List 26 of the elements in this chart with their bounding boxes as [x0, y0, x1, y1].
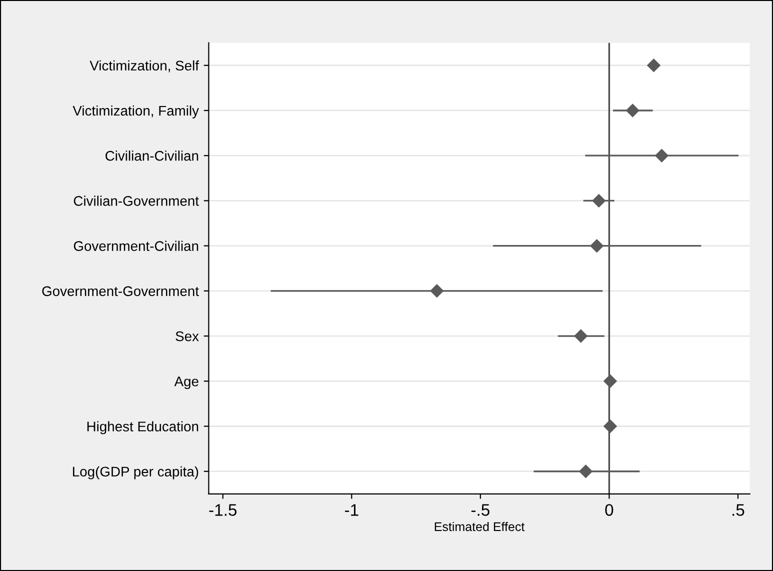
y-tick-label: Age — [174, 376, 198, 390]
x-tick-label: 0 — [605, 504, 614, 516]
y-tick-label: Sex — [176, 331, 199, 342]
y-tick-label: Highest Education — [87, 421, 198, 434]
point — [604, 374, 617, 388]
y-tick-label: Victimization, Self — [90, 60, 200, 72]
y-tick-label: Log(GDP per capita) — [73, 466, 198, 480]
point — [604, 420, 617, 433]
y-tick-label: Government-Government — [42, 286, 199, 296]
point — [574, 329, 588, 343]
x-tick-label: -1 — [344, 504, 358, 516]
y-tick-label: Victimization, Family — [72, 105, 199, 118]
point — [655, 149, 668, 162]
x-axis-title: Estimated Effect — [434, 522, 525, 532]
point — [430, 284, 444, 298]
point — [647, 58, 660, 72]
point — [592, 194, 606, 208]
y-tick-label: Civilian-Civilian — [106, 150, 198, 161]
point — [626, 104, 640, 118]
y-tick-label: Civilian-Government — [74, 196, 199, 206]
point — [590, 239, 604, 252]
x-tick-label: -.5 — [471, 504, 490, 516]
point — [579, 464, 592, 478]
x-tick-label: .5 — [732, 504, 744, 516]
y-tick-label: Government-Civilian — [74, 240, 198, 251]
x-tick-label: -1.5 — [209, 504, 237, 516]
